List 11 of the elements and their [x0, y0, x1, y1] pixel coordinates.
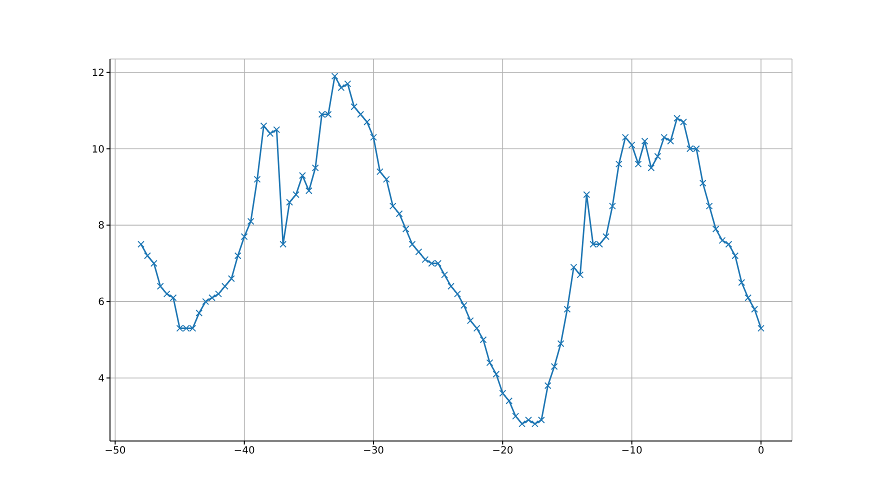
x-tick-label: −50 [104, 446, 126, 457]
x-tick-label: −20 [492, 446, 514, 457]
x-tick-label: −10 [621, 446, 642, 457]
x-tick-label: −40 [234, 446, 255, 457]
y-tick-label: 6 [98, 297, 104, 308]
y-tick-label: 12 [92, 68, 104, 79]
x-tick-label: −30 [362, 446, 384, 457]
y-tick-label: 8 [98, 220, 104, 232]
x-tick-label: 0 [758, 446, 764, 457]
y-tick-label: 4 [98, 374, 104, 385]
y-tick-label: 10 [92, 144, 104, 156]
